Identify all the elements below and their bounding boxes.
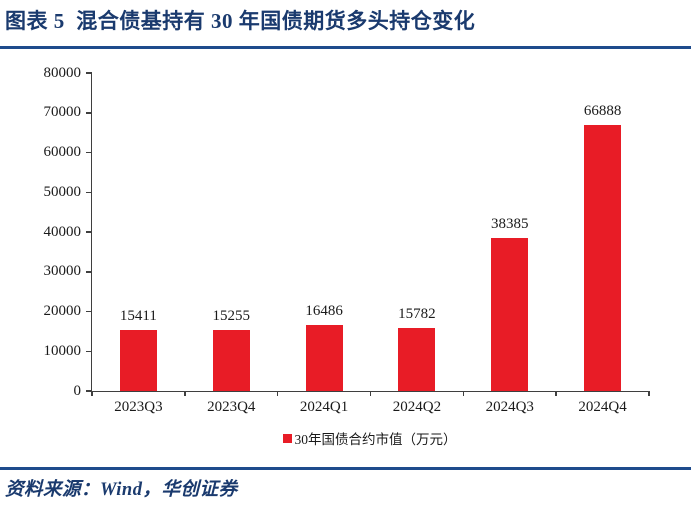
y-axis-tick-label: 80000: [43, 64, 82, 81]
bar-2023Q3: [119, 329, 157, 391]
x-axis-tick-mark: [462, 391, 465, 396]
x-axis-tick-mark: [276, 391, 279, 396]
y-axis-tick-mark: [86, 191, 92, 193]
bar-2024Q4: [584, 125, 622, 391]
y-axis-tick-mark: [86, 231, 92, 233]
y-axis-tick-mark: [86, 151, 92, 154]
bar-value-label: 15255: [212, 308, 251, 325]
y-axis-tick-label: 40000: [43, 223, 82, 240]
x-axis-tick-mark: [91, 391, 93, 396]
x-axis-category-label: 2024Q1: [299, 399, 349, 415]
bar-2024Q3: [491, 238, 529, 391]
source-note: 资料来源：Wind，华创证券: [5, 480, 238, 500]
x-axis-tick-mark: [555, 391, 557, 396]
y-axis-tick-mark: [86, 310, 92, 313]
bottom-divider: [0, 467, 691, 470]
y-axis-tick-label: 0: [73, 382, 82, 399]
y-axis-tick-label: 60000: [43, 144, 82, 160]
y-axis-tick-label: 50000: [43, 183, 82, 200]
x-axis-category-label: 2023Q3: [114, 399, 163, 415]
x-axis-tick-mark: [648, 391, 650, 396]
y-axis-tick-mark: [86, 72, 92, 74]
bar-value-label: 66888: [583, 103, 622, 120]
y-axis-tick-mark: [86, 390, 92, 392]
y-axis-tick-mark: [86, 112, 92, 114]
y-axis-tick-label: 20000: [43, 303, 82, 319]
y-axis-tick-label: 10000: [43, 342, 82, 359]
x-axis-category-label: 2024Q3: [485, 399, 534, 415]
y-axis-tick-mark: [86, 271, 92, 273]
figure-title: 图表 5 混合债基持有 30 年国债期货多头持仓变化: [5, 9, 476, 33]
bar-2024Q2: [398, 328, 436, 391]
x-axis-tick-mark: [184, 391, 186, 396]
x-axis-tick-mark: [369, 391, 372, 396]
bar-2023Q4: [212, 330, 250, 391]
bar-value-label: 15411: [119, 307, 157, 324]
legend-swatch-icon: [282, 433, 292, 443]
x-axis-category-label: 2024Q2: [392, 399, 442, 415]
bar-value-label: 16486: [305, 303, 343, 320]
y-axis-tick-label: 70000: [43, 104, 82, 121]
bar-chart-plot-area: 0 10000 20000 30000 40000 50000 60000 70000 8000…: [44, 65, 650, 415]
y-axis-tick-mark: [86, 350, 92, 352]
top-divider: [0, 46, 691, 49]
legend-label: 30年国债合约市值（万元）: [294, 432, 457, 447]
bar-value-label: 38385: [491, 216, 529, 233]
chart-legend: 30年国债合约市值（万元）: [91, 429, 648, 447]
x-axis-category-label: 2024Q4: [578, 399, 627, 415]
x-axis-category-label: 2023Q4: [207, 399, 256, 415]
bar-2024Q1: [305, 325, 343, 391]
bar-value-label: 15782: [398, 306, 436, 323]
y-axis-tick-label: 30000: [43, 263, 82, 280]
